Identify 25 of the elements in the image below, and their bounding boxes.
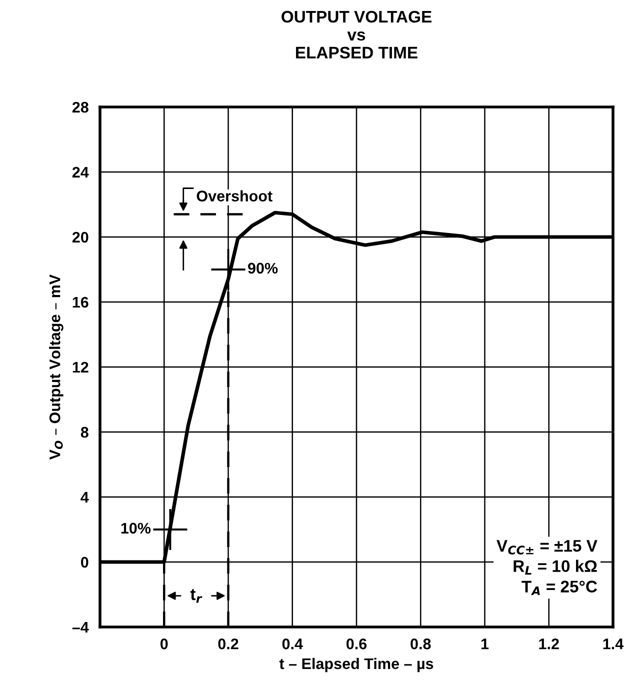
x-tick-label: 0.4 bbox=[282, 638, 303, 650]
y-tick-label: 16 bbox=[72, 296, 88, 308]
y-tick-label: 4 bbox=[80, 492, 89, 503]
y-tick-label: 28 bbox=[72, 102, 88, 113]
annotation: 90% bbox=[248, 262, 278, 274]
y-axis-title: V$_{O}$ – Output Voltage – mV bbox=[49, 274, 64, 460]
x-tick-label: 1.2 bbox=[539, 638, 559, 650]
legend-label: Overshoot bbox=[196, 190, 272, 202]
y-tick-label: 12 bbox=[72, 362, 88, 373]
y-tick-label: 24 bbox=[72, 166, 89, 178]
x-tick-label: 0 bbox=[160, 638, 168, 650]
x-tick-label: 1.4 bbox=[603, 638, 624, 650]
x-tick-label: 0.2 bbox=[218, 638, 238, 650]
text: V$_{CC±}$ = ±15 V R$_{L}$ = 10 kΩ T$_{A}$ = 25°C bbox=[496, 540, 598, 596]
x-tick-label: 1 bbox=[481, 638, 489, 650]
x-axis-title: t – Elapsed Time – µs bbox=[279, 658, 434, 672]
y-tick-label: 0 bbox=[80, 556, 88, 568]
x-tick-label: 0.8 bbox=[410, 638, 431, 650]
y-tick-label: –4 bbox=[72, 622, 89, 633]
y-tick-label: 8 bbox=[80, 426, 88, 438]
annotation: t$_{r}$ bbox=[190, 589, 202, 603]
annotation: 10% bbox=[121, 522, 151, 534]
x-tick-label: 0.6 bbox=[346, 638, 367, 650]
y-tick-label: 20 bbox=[72, 232, 88, 243]
chart-title: OUTPUT VOLTAGE vs ELAPSED TIME bbox=[282, 10, 432, 59]
